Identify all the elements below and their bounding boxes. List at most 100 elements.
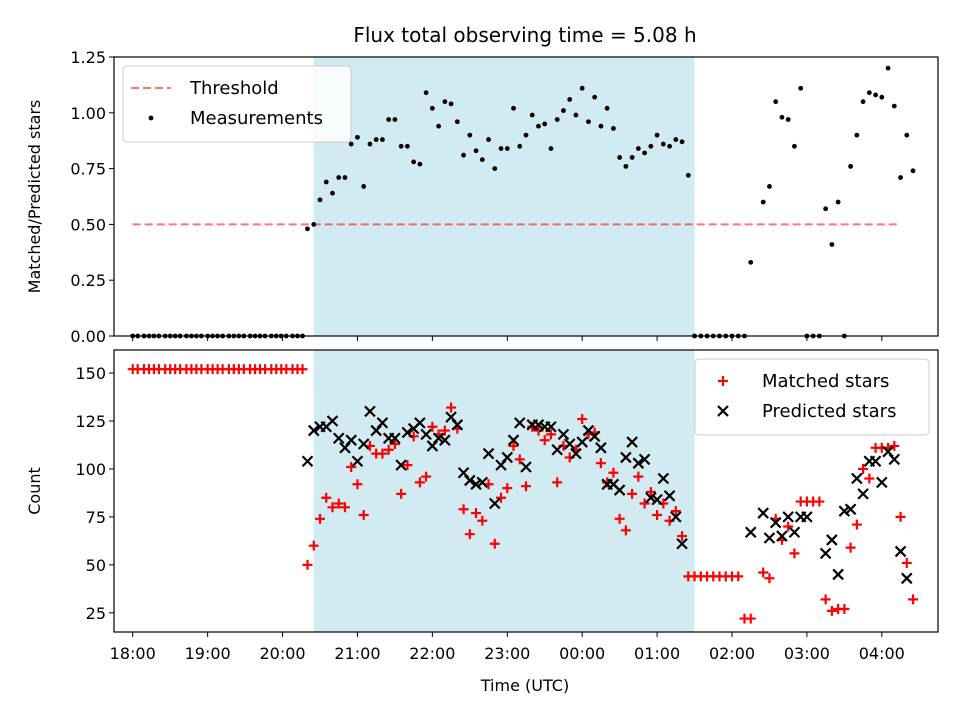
- legend: Threshold Measurements: [122, 65, 352, 143]
- data-point: [894, 545, 907, 558]
- x-tick-label: 19:00: [185, 644, 231, 663]
- data-point: [626, 436, 638, 448]
- data-point: [361, 184, 367, 189]
- data-point: [301, 455, 314, 468]
- x-tick-label: 02:00: [709, 644, 755, 663]
- data-point: [342, 175, 348, 180]
- data-point: [832, 568, 844, 581]
- data-point: [333, 498, 344, 509]
- data-point: [733, 571, 744, 582]
- data-point: [421, 471, 432, 482]
- data-point: [670, 506, 681, 517]
- data-point: [776, 530, 788, 542]
- data-point: [464, 474, 476, 487]
- data-point: [820, 594, 831, 605]
- data-point: [442, 99, 448, 105]
- data-point: [498, 146, 504, 151]
- data-point: [398, 143, 404, 149]
- data-point: [492, 166, 498, 172]
- data-point: [521, 481, 531, 492]
- data-point: [620, 525, 631, 536]
- data-point: [835, 199, 841, 205]
- data-point: [336, 175, 342, 180]
- data-point: [819, 547, 832, 560]
- data-point: [377, 448, 388, 459]
- data-point: [844, 503, 857, 516]
- data-point: [471, 508, 482, 519]
- series-matched-stars: [127, 364, 919, 624]
- data-point: [869, 455, 882, 468]
- data-point: [851, 519, 862, 530]
- data-point: [579, 85, 585, 91]
- data-point: [311, 222, 317, 227]
- data-point: [389, 439, 400, 449]
- x-axis-label: Time (UTC): [480, 676, 569, 695]
- panel-top: 0.00 0.25 0.50 0.75 1.00 1.25 Matched/Predicte…: [25, 48, 939, 346]
- x-tick-label: 03:00: [784, 644, 830, 663]
- data-point: [376, 417, 389, 429]
- data-point: [570, 447, 582, 460]
- data-point: [548, 146, 554, 151]
- data-point: [380, 137, 385, 142]
- data-point: [404, 143, 410, 149]
- data-point: [854, 132, 860, 138]
- data-point: [638, 453, 651, 466]
- data-point: [542, 121, 548, 127]
- data-point: [563, 438, 576, 450]
- data-point: [326, 415, 339, 427]
- data-point: [614, 513, 625, 524]
- data-point: [317, 197, 323, 203]
- legend-swatch: [717, 405, 729, 417]
- data-point: [514, 454, 525, 465]
- data-point: [307, 424, 320, 437]
- data-point: [577, 414, 588, 425]
- data-point: [627, 488, 638, 499]
- data-point: [826, 534, 838, 546]
- data-point: [657, 472, 670, 485]
- data-point: [436, 123, 442, 129]
- data-point: [745, 613, 756, 624]
- legend-box: [122, 65, 352, 143]
- x-tick-label: 04:00: [859, 644, 905, 663]
- data-point: [788, 526, 801, 539]
- panel-bottom: 25 50 75 100 125 150 18:00 19:00 20:00 21:00 22:00…: [25, 349, 939, 663]
- data-point: [798, 85, 804, 91]
- data-point: [315, 513, 325, 524]
- data-point: [508, 440, 519, 451]
- data-point: [482, 447, 495, 460]
- data-point: [779, 114, 785, 120]
- data-point: [355, 134, 360, 140]
- data-point: [308, 540, 319, 551]
- legend-swatch: [148, 115, 154, 121]
- data-point: [829, 242, 835, 247]
- plot-frame: [113, 349, 939, 633]
- data-point: [648, 143, 654, 149]
- shaded-interval: [313, 57, 695, 336]
- legend-box: [694, 358, 930, 436]
- legend-label: Measurements: [190, 108, 323, 129]
- y-tick-label: 0.00: [70, 327, 106, 346]
- data-point: [839, 603, 850, 614]
- chart-title: Flux total observing time = 5.08 h: [353, 23, 696, 47]
- data-point: [451, 419, 464, 431]
- data-point: [423, 90, 429, 96]
- data-point: [332, 432, 345, 445]
- data-point: [386, 117, 392, 122]
- x-tick-label: 21:00: [334, 644, 380, 663]
- data-point: [401, 426, 414, 439]
- data-point: [511, 105, 516, 111]
- data-point: [679, 139, 685, 145]
- data-point: [773, 99, 779, 105]
- y-tick-label: 0.50: [70, 215, 106, 234]
- data-point: [642, 150, 648, 156]
- data-point: [891, 103, 897, 109]
- data-point: [635, 146, 641, 151]
- data-point: [633, 471, 644, 482]
- data-point: [620, 451, 632, 464]
- data-point: [557, 428, 570, 441]
- data-point: [858, 463, 869, 474]
- data-point: [414, 477, 425, 488]
- legend-label: Matched stars: [762, 371, 889, 392]
- data-point: [598, 123, 604, 129]
- x-tick-label: 00:00: [559, 644, 605, 663]
